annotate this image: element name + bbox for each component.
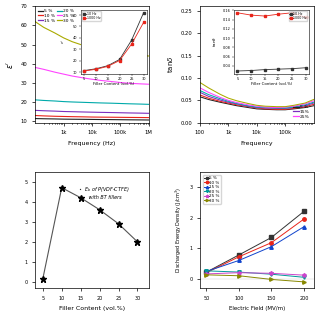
15 % — [204, 269, 208, 273]
25 % — [269, 271, 273, 275]
30 % — [237, 274, 241, 278]
20 % — [302, 276, 306, 279]
10 % — [269, 241, 273, 244]
Text: $\star$  $E_b$ of P(VDF-CTFE)
         with BT fillers: $\star$ $E_b$ of P(VDF-CTFE) with BT fil… — [75, 185, 130, 200]
Line: 20 %: 20 % — [205, 269, 306, 279]
20 % — [237, 270, 241, 274]
Line: 30 %: 30 % — [205, 273, 306, 284]
X-axis label: Electric Field (MV/m): Electric Field (MV/m) — [229, 306, 285, 311]
20 % — [269, 272, 273, 276]
10 % — [302, 217, 306, 221]
X-axis label: Frequency: Frequency — [240, 141, 273, 146]
Line: 15 %: 15 % — [205, 225, 306, 273]
Y-axis label: tan$\delta$: tan$\delta$ — [166, 56, 175, 73]
10 % — [237, 255, 241, 259]
X-axis label: Filler Content (vol.%): Filler Content (vol.%) — [59, 306, 125, 311]
5 % — [302, 210, 306, 213]
5 % — [204, 270, 208, 274]
30 % — [302, 280, 306, 284]
25 % — [204, 272, 208, 276]
Y-axis label: Discharged Energy Density (J/cm$^3$): Discharged Energy Density (J/cm$^3$) — [173, 187, 184, 273]
5 % — [237, 253, 241, 257]
25 % — [302, 273, 306, 277]
Legend: 5 %, 10 %, 15 %, 20 %, 25 %, 30 %: 5 %, 10 %, 15 %, 20 %, 25 %, 30 % — [203, 175, 221, 204]
15 % — [269, 245, 273, 249]
Line: 5 %: 5 % — [205, 210, 306, 274]
Y-axis label: $\varepsilon'$: $\varepsilon'$ — [4, 60, 15, 68]
15 % — [237, 259, 241, 262]
Line: 25 %: 25 % — [205, 271, 306, 277]
15 % — [302, 225, 306, 229]
25 % — [237, 271, 241, 275]
30 % — [204, 273, 208, 277]
Legend: 5 %, 10 %, 15 %, 20 %, 25 %, 30 %: 5 %, 10 %, 15 %, 20 %, 25 %, 30 % — [37, 9, 74, 23]
10 % — [204, 271, 208, 275]
Line: 10 %: 10 % — [205, 217, 306, 275]
30 % — [269, 277, 273, 281]
20 % — [204, 269, 208, 273]
X-axis label: Frequency (Hz): Frequency (Hz) — [68, 141, 116, 146]
5 % — [269, 236, 273, 239]
Legend: 5 %, 15%, 25%: 5 %, 15%, 25% — [292, 103, 311, 121]
